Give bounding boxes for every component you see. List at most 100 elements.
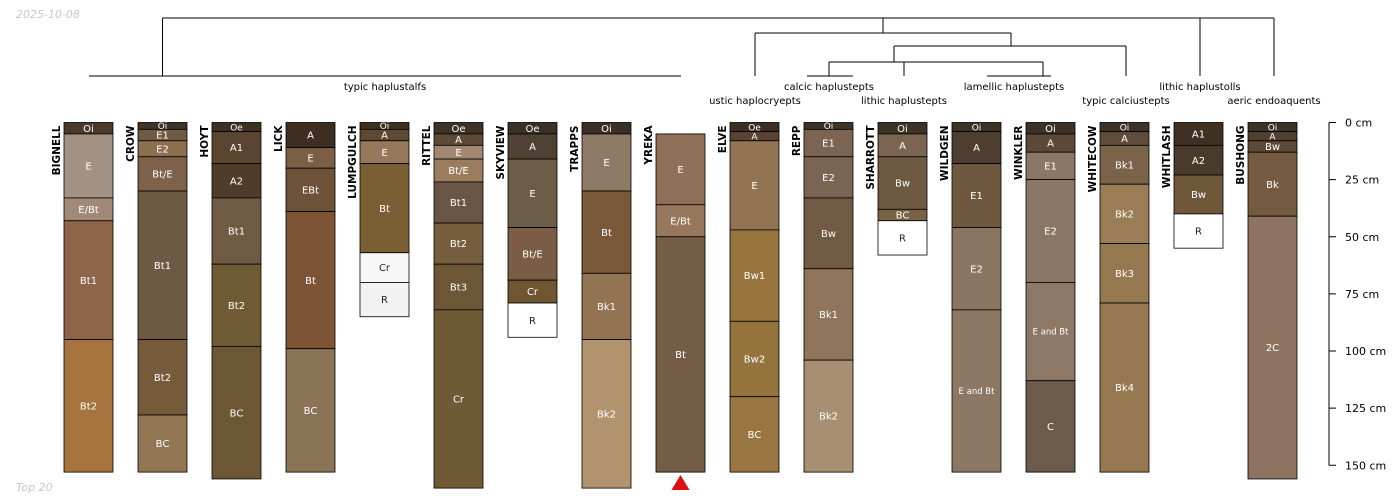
horizon-label: Bt/E	[152, 170, 172, 181]
taxon-label: typic haplustalfs	[344, 82, 426, 93]
horizon-rect	[285, 348, 336, 473]
horizon: A	[359, 128, 410, 142]
horizon: E	[433, 144, 484, 160]
horizon-rect	[507, 302, 558, 338]
horizon-label: Oi	[1268, 123, 1278, 133]
horizon: Bk2	[581, 339, 632, 489]
horizon: Bw	[803, 197, 854, 270]
horizon-rect	[433, 309, 484, 489]
horizon-rect	[1173, 213, 1224, 249]
taxon-label: typic calciustepts	[1082, 96, 1169, 107]
horizon: A	[1025, 133, 1076, 153]
horizon-label: A2	[230, 176, 243, 187]
marker-triangle	[671, 475, 690, 490]
horizon-rect	[211, 131, 262, 165]
horizon: E	[507, 158, 558, 229]
horizon-label: Bt1	[228, 227, 245, 238]
horizon: E	[63, 133, 114, 199]
profile-trapps: Oi E Bt Bk1 Bk2 TRAPPS	[569, 122, 632, 489]
horizon: A	[877, 133, 928, 158]
horizon: Bt3	[433, 263, 484, 311]
horizon: E2	[951, 227, 1002, 311]
horizon-rect	[1025, 380, 1076, 473]
taxon-label: ustic haplocryepts	[709, 96, 801, 107]
horizon-label: Cr	[379, 263, 391, 274]
profile-name: BIGNELL	[51, 125, 63, 175]
horizon-rect	[729, 140, 780, 231]
horizon-label: Bt3	[450, 283, 467, 294]
horizon: E2	[803, 156, 854, 199]
horizon-rect	[137, 339, 188, 416]
profile-name: WHITECOW	[1087, 125, 1099, 192]
horizon: Bk2	[1099, 183, 1150, 245]
horizon-label: Oi	[380, 122, 390, 132]
profile-whitecow: OiA Bk1 Bk2 Bk3 Bk4 WHITECOW	[1087, 122, 1150, 473]
horizon-label: 2C	[1266, 343, 1279, 354]
horizon-label: A2	[1192, 156, 1205, 167]
horizon-label: E2	[156, 144, 169, 155]
profile-elve: OeA E Bw1 Bw2 BC ELVE	[717, 122, 780, 473]
horizon: Bt1	[211, 197, 262, 265]
profile-name: HOYT	[199, 125, 211, 158]
horizon: Bw	[1173, 174, 1224, 215]
profile-name: ELVE	[717, 126, 729, 154]
depth-tick-label: 150 cm	[1345, 459, 1386, 472]
horizon-label: R	[381, 295, 388, 306]
horizon-rect	[877, 156, 928, 210]
horizon: A	[433, 133, 484, 146]
horizon: Bk1	[1099, 144, 1150, 185]
profile-name: CROW	[125, 125, 137, 162]
taxon-label: lithic haplustepts	[861, 96, 947, 107]
horizon: R	[507, 302, 558, 338]
horizon-label: E/Bt	[670, 216, 691, 227]
horizon: E	[729, 140, 780, 231]
horizon-label: Bt1	[154, 261, 171, 272]
horizon: E/Bt	[63, 197, 114, 222]
horizon: E2	[137, 140, 188, 158]
horizon: Bt/E	[507, 227, 558, 281]
horizon-label: Bw1	[744, 271, 765, 282]
horizon-label: E2	[1044, 227, 1057, 238]
horizon-label: Oi	[1120, 123, 1130, 133]
horizon-label: BC	[156, 439, 170, 450]
horizon-rect	[803, 197, 854, 270]
profile-name: TRAPPS	[569, 126, 581, 172]
horizon-label: E and Bt	[1033, 328, 1070, 338]
horizon-label: Bw	[895, 179, 910, 190]
horizon-rect	[951, 309, 1002, 473]
horizon-label: A	[1269, 132, 1276, 142]
markers	[671, 475, 690, 490]
horizon-rect	[137, 156, 188, 192]
horizon-rect	[1247, 151, 1298, 217]
depth-tick-label: 125 cm	[1345, 402, 1386, 415]
horizon: Bt/E	[137, 156, 188, 192]
horizon-rect	[581, 190, 632, 274]
profile-name: REPP	[791, 125, 803, 156]
horizon-rect	[285, 122, 336, 149]
horizon-rect	[1099, 183, 1150, 245]
horizon-label: A	[973, 143, 980, 154]
horizon-label: E	[603, 158, 609, 169]
horizon: A	[951, 131, 1002, 165]
horizon: A	[507, 133, 558, 160]
horizon-label: Oe	[525, 124, 539, 135]
horizon: Bt	[581, 190, 632, 274]
horizon-rect	[1099, 144, 1150, 185]
horizon-label: Oi	[824, 122, 834, 132]
taxon-label: lamellic haplustepts	[964, 82, 1065, 93]
horizon-rect	[359, 252, 410, 283]
horizon-label: E1	[970, 191, 983, 202]
horizon-rect	[951, 131, 1002, 165]
taxon-label: lithic haplustolls	[1159, 82, 1240, 93]
horizon-rect	[729, 396, 780, 473]
profile-whitlash: A1 A2 Bw R WHITLASH	[1161, 122, 1224, 249]
horizon-rect	[1173, 144, 1224, 176]
horizon-label: Bk1	[1115, 160, 1134, 171]
horizon-label: E	[307, 154, 313, 165]
horizon: E and Bt	[1025, 282, 1076, 382]
horizon-label: Bw	[821, 229, 836, 240]
profile-name: SKYVIEW	[495, 125, 507, 180]
horizon-label: Oi	[972, 123, 982, 133]
